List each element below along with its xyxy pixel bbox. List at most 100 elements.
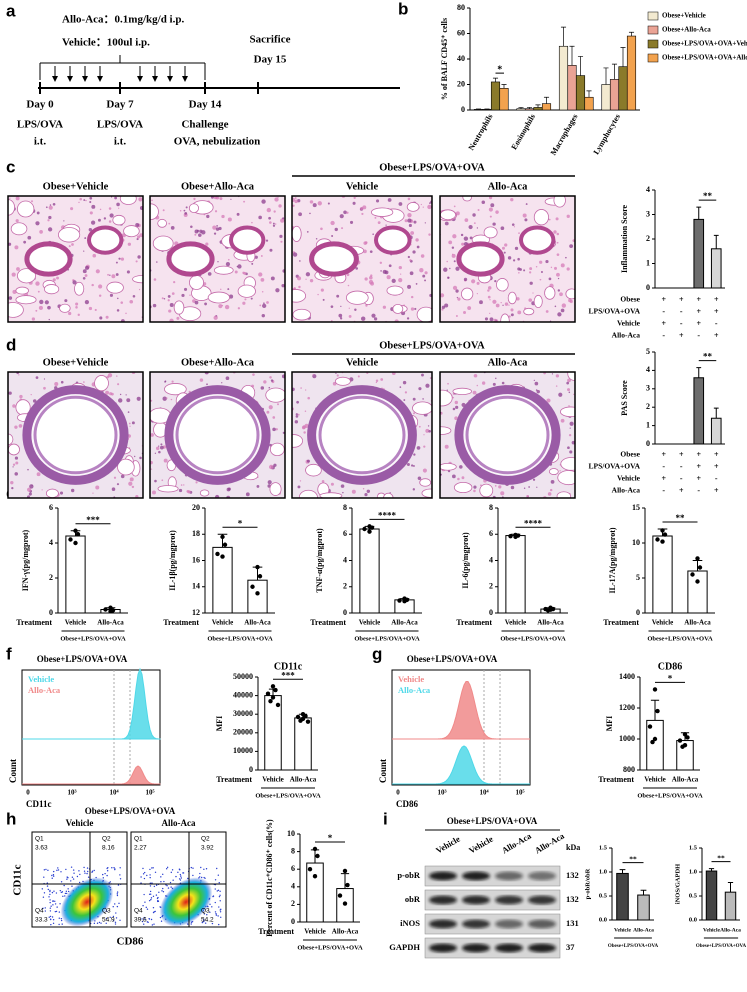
micrograph (149, 371, 286, 499)
cell (569, 421, 574, 426)
cell (98, 294, 102, 297)
cell (539, 278, 542, 281)
event (57, 869, 60, 871)
cell (364, 277, 368, 281)
panel-title: Obese+LPS/OVA+OVA (407, 654, 498, 664)
event (150, 897, 153, 899)
cell (507, 256, 512, 260)
cell (136, 238, 139, 241)
treatment-sign: + (714, 486, 719, 495)
cell (369, 275, 373, 280)
event (171, 869, 174, 871)
bar (616, 872, 629, 921)
cell (270, 379, 274, 382)
alveolus (112, 214, 126, 226)
cell (54, 382, 59, 387)
event (102, 877, 105, 879)
cell (532, 478, 536, 481)
alveolus (189, 275, 204, 290)
cell (272, 222, 275, 225)
cell (403, 399, 406, 401)
lane-label: Vehicle (434, 834, 462, 856)
cell (11, 486, 14, 490)
cell (340, 305, 342, 308)
group-label: Obese+LPS/OVA+OVA (354, 635, 420, 642)
alveolus (15, 295, 37, 305)
cell (136, 396, 141, 401)
cell (513, 226, 516, 228)
cell (476, 281, 480, 285)
cell (560, 263, 565, 268)
cell (36, 211, 40, 215)
event (65, 868, 67, 871)
cell (43, 378, 46, 380)
cell (79, 197, 82, 201)
cell (495, 303, 500, 308)
cell (355, 267, 359, 270)
x-axis-title: CD86 (396, 799, 418, 809)
cell (281, 284, 285, 288)
error-bar (619, 869, 626, 874)
x-tick-label: Allo-Aca (672, 776, 699, 784)
image-title: Obese+Vehicle (43, 181, 109, 192)
data-point (662, 532, 668, 537)
bar (693, 218, 705, 289)
bar (524, 108, 535, 111)
cell (360, 316, 366, 321)
cell (386, 275, 391, 280)
cell (161, 297, 164, 300)
data-point (695, 579, 700, 584)
event (214, 888, 216, 890)
event (73, 872, 75, 874)
cell (261, 313, 265, 318)
cell (529, 267, 533, 271)
cell (510, 197, 514, 202)
cell (15, 461, 19, 465)
cell (245, 492, 250, 497)
event (172, 879, 174, 881)
cell (127, 242, 131, 246)
cell (346, 211, 349, 214)
alveolus (440, 389, 453, 407)
cell (340, 484, 345, 488)
x-tick-label: Vehicle (359, 619, 381, 627)
cell (23, 240, 27, 244)
cell (91, 283, 94, 287)
cell (407, 255, 411, 259)
cell (95, 269, 100, 274)
event (218, 895, 221, 898)
cell (134, 455, 136, 458)
cell (297, 485, 301, 489)
day-label: LPS/OVA (17, 119, 63, 131)
data-point (690, 572, 695, 577)
cell (199, 229, 203, 233)
cell (453, 205, 456, 208)
bar (710, 248, 722, 289)
cell (120, 474, 125, 479)
event (149, 890, 152, 893)
cell (254, 255, 258, 259)
y-axis-title: Percent of CD11c⁺CD86⁺ cells(%) (265, 819, 274, 937)
cell (525, 203, 528, 205)
event (153, 885, 156, 888)
cell (571, 440, 575, 445)
event (149, 885, 152, 887)
cell (295, 415, 299, 418)
cell (387, 198, 392, 202)
arrow-head (52, 76, 58, 82)
cell (446, 389, 448, 391)
cell (181, 293, 185, 298)
alveolus (265, 387, 285, 403)
data-point (273, 687, 278, 693)
cell (274, 223, 277, 225)
cell (227, 258, 230, 261)
event (115, 912, 117, 914)
event (151, 924, 154, 926)
cell (511, 223, 515, 226)
cell (546, 398, 551, 403)
cell (473, 489, 476, 493)
cell (84, 299, 90, 305)
data-point (220, 554, 225, 559)
cell (89, 211, 93, 215)
data-point (652, 687, 658, 692)
